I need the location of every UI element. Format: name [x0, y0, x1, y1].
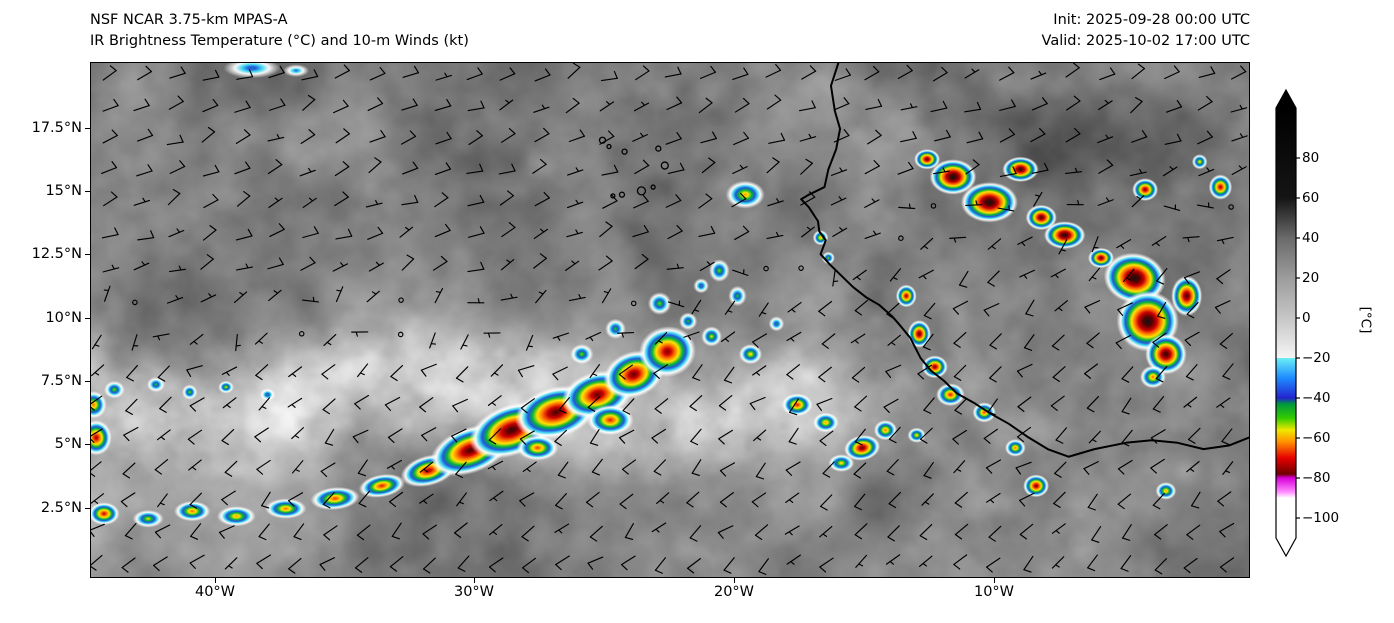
- x-tick-mark: [474, 578, 475, 583]
- colorbar-tick-label: 40: [1302, 230, 1320, 246]
- y-tick-mark: [85, 381, 90, 382]
- colorbar-tick-label: 80: [1302, 150, 1320, 166]
- y-tick-mark: [85, 444, 90, 445]
- y-tick-label: 10°N: [45, 310, 82, 326]
- y-tick-label: 2.5°N: [40, 500, 82, 516]
- x-tick-label: 30°W: [453, 584, 495, 600]
- colorbar-tick-label: −80: [1302, 470, 1331, 486]
- x-tick-label: 20°W: [713, 584, 755, 600]
- y-tick-label: 12.5°N: [31, 246, 82, 262]
- x-tick-mark: [734, 578, 735, 583]
- colorbar: [1272, 88, 1306, 558]
- y-tick-mark: [85, 508, 90, 509]
- valid-time: Valid: 2025-10-02 17:00 UTC: [1041, 33, 1250, 49]
- colorbar-tick-label: 0: [1302, 310, 1311, 326]
- y-tick-label: 7.5°N: [40, 373, 82, 389]
- init-time: Init: 2025-09-28 00:00 UTC: [1053, 12, 1250, 28]
- x-tick-label: 10°W: [973, 584, 1015, 600]
- model-title: NSF NCAR 3.75-km MPAS-A: [90, 12, 288, 28]
- colorbar-tick-label: −100: [1302, 510, 1340, 526]
- colorbar-tick-label: 20: [1302, 270, 1320, 286]
- y-tick-mark: [85, 254, 90, 255]
- colorbar-tick-label: 60: [1302, 190, 1320, 206]
- colorbar-tick-label: −20: [1302, 350, 1331, 366]
- y-tick-mark: [85, 191, 90, 192]
- colorbar-unit-label: [°C]: [1357, 306, 1374, 334]
- colorbar-tick-label: −60: [1302, 430, 1331, 446]
- run-times: Init: 2025-09-28 00:00 UTC Valid: 2025-1…: [1042, 10, 1250, 52]
- figure-titles: NSF NCAR 3.75-km MPAS-A IR Brightness Te…: [90, 10, 469, 52]
- product-title: IR Brightness Temperature (°C) and 10-m …: [90, 33, 469, 49]
- x-tick-mark: [215, 578, 216, 583]
- y-tick-label: 17.5°N: [31, 120, 82, 136]
- colorbar-tick-label: −40: [1302, 390, 1331, 406]
- map-canvas: [91, 63, 1249, 577]
- x-tick-mark: [994, 578, 995, 583]
- y-tick-mark: [85, 318, 90, 319]
- x-tick-label: 40°W: [194, 584, 236, 600]
- y-tick-label: 15°N: [45, 183, 82, 199]
- map-frame: [90, 62, 1250, 578]
- y-tick-mark: [85, 128, 90, 129]
- y-tick-label: 5°N: [54, 436, 82, 452]
